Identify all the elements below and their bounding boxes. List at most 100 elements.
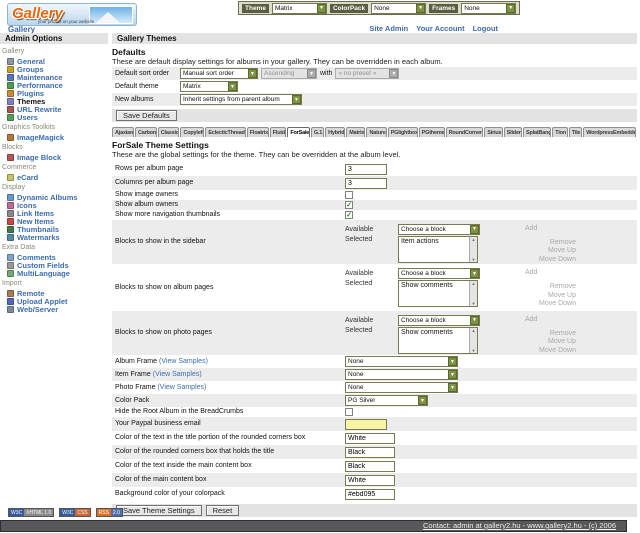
header-link-your-account[interactable]: Your Account — [416, 24, 465, 33]
selected-block-option[interactable]: Show comments — [401, 282, 453, 289]
tab-ajaxian[interactable]: Ajaxian — [112, 127, 134, 137]
move-up-link[interactable]: Move Up — [547, 338, 576, 345]
sidebar-item-remote[interactable]: Remote — [7, 289, 108, 298]
move-up-link[interactable]: Move Up — [547, 247, 576, 254]
colorpack-select[interactable]: None ▼ — [371, 2, 427, 14]
show-more-navigation-thumbnails-checkbox[interactable]: ✓ — [345, 211, 353, 219]
sidebar-item-imagemagick[interactable]: ImageMagick — [7, 133, 108, 142]
add-link[interactable]: Add — [525, 225, 538, 232]
tab-pgtheme[interactable]: PGtheme — [418, 127, 445, 137]
sidebar-item-link-items[interactable]: Link Items — [7, 209, 108, 218]
tab-eclecticthreads[interactable]: EclecticThreads — [205, 127, 246, 137]
tab-splatbang[interactable]: SplatBang — [523, 127, 552, 137]
tab-roundcorners[interactable]: RoundCorners — [445, 127, 484, 137]
move-down-link[interactable]: Move Down — [539, 300, 576, 307]
sidebar-item-web-server[interactable]: Web/Server — [7, 305, 108, 314]
tab-forsale[interactable]: ForSale — [287, 127, 310, 137]
hide-the-root-album-in-the-breadcrumbs-checkbox[interactable] — [345, 408, 353, 416]
tab-hybrid[interactable]: Hybrid — [325, 127, 346, 137]
sidebar-item-groups[interactable]: Groups — [7, 65, 108, 74]
default-theme-select[interactable]: Matrix ▼ — [180, 81, 238, 92]
tab-classic[interactable]: Classic — [157, 127, 180, 137]
photo-frame-select[interactable]: None ▼ — [345, 382, 458, 393]
selected-blocks-list[interactable]: Show comments ▲ ▼ — [398, 326, 478, 354]
sidebar-item-ecard[interactable]: eCard — [7, 173, 108, 182]
header-link-site-admin[interactable]: Site Admin — [369, 24, 409, 33]
add-link[interactable]: Add — [525, 269, 538, 277]
tab-g-1[interactable]: G.1 — [310, 127, 325, 137]
tab-carbon[interactable]: Carbon — [134, 127, 157, 137]
save-defaults-button[interactable]: Save Defaults — [116, 110, 177, 121]
sidebar-item-general[interactable]: General — [7, 57, 108, 66]
move-up-link[interactable]: Move Up — [547, 291, 576, 299]
rss-badge[interactable]: RSS 2.0 — [95, 508, 123, 517]
frames-select[interactable]: None ▼ — [461, 2, 517, 14]
sidebar-item-maintenance[interactable]: Maintenance — [7, 73, 108, 82]
save-theme-settings-button[interactable]: Save Theme Settings — [116, 505, 202, 516]
available-block-select[interactable]: Choose a block ▼ — [398, 223, 480, 235]
remove-link[interactable]: Remove — [549, 329, 576, 337]
sidebar-item-themes[interactable]: Themes — [7, 97, 108, 106]
gallery-logo[interactable]: Gallery your photos on your website — [7, 3, 137, 26]
breadcrumb[interactable]: Gallery — [8, 25, 36, 34]
view-samples-link[interactable]: (View Samples) — [159, 357, 208, 365]
sidebar-item-performance[interactable]: Performance — [7, 81, 108, 90]
item-frame-select[interactable]: None ▼ — [345, 369, 458, 380]
listbox-scrollbar[interactable]: ▲ ▼ — [469, 236, 477, 262]
available-block-select[interactable]: Choose a block ▼ — [398, 314, 480, 326]
color-of-the-main-content-box-input[interactable] — [345, 474, 395, 486]
album-frame-select[interactable]: None ▼ — [345, 356, 458, 367]
sidebar-item-watermarks[interactable]: Watermarks — [7, 233, 108, 242]
your-paypal-business-email-input[interactable] — [345, 418, 387, 430]
move-down-link[interactable]: Move Down — [539, 255, 576, 263]
tab-floatrix[interactable]: Floatrix — [246, 127, 269, 137]
show-album-owners-checkbox[interactable]: ✓ — [345, 201, 353, 209]
tab-copyleft[interactable]: Copyleft — [180, 127, 205, 137]
selected-blocks-list[interactable]: Item actions ▲ ▼ — [398, 235, 478, 263]
tab-siriux[interactable]: Siriux — [484, 127, 503, 137]
sidebar-item-comments[interactable]: Comments — [7, 253, 108, 262]
sidebar-item-image-block[interactable]: Image Block — [7, 153, 108, 162]
tab-pglightbox[interactable]: PGlightbox — [387, 127, 418, 137]
sidebar-item-custom-fields[interactable]: Custom Fields — [7, 261, 108, 270]
header-link-logout[interactable]: Logout — [472, 24, 498, 33]
background-color-of-your-colorpack-input[interactable] — [345, 488, 395, 500]
sidebar-item-plugins[interactable]: Plugins — [7, 89, 108, 98]
tab-matrix[interactable]: Matrix — [346, 127, 366, 137]
reset-button[interactable]: Reset — [205, 505, 240, 516]
new-albums-select[interactable]: Inherit settings from parent album ▼ — [180, 94, 302, 105]
remove-link[interactable]: Remove — [549, 238, 576, 246]
tab-nature[interactable]: Nature — [366, 127, 387, 137]
view-samples-link[interactable]: (View Samples) — [157, 383, 207, 391]
add-link[interactable]: Add — [525, 316, 538, 323]
tab-wordpressembedded[interactable]: WordpressEmbedded — [583, 127, 636, 137]
selected-block-option[interactable]: Show comments — [401, 328, 453, 336]
color-pack-select[interactable]: PG Silver ▼ — [345, 395, 428, 406]
css-badge[interactable]: W3C CSS — [59, 508, 91, 517]
listbox-scrollbar[interactable]: ▲ ▼ — [469, 281, 477, 306]
tab-tile[interactable]: Tile — [568, 127, 583, 137]
columns-per-album-page-input[interactable] — [345, 177, 387, 189]
rows-per-album-page-input[interactable] — [345, 163, 387, 175]
view-samples-link[interactable]: (View Samples) — [152, 370, 202, 378]
footer-contact-link[interactable]: Contact: admin at gallery2.hu - www.gall… — [422, 521, 616, 530]
move-down-link[interactable]: Move Down — [539, 346, 576, 354]
sidebar-item-icons[interactable]: Icons — [7, 201, 108, 210]
selected-blocks-list[interactable]: Show comments ▲ ▼ — [398, 280, 478, 307]
color-of-the-text-inside-the-main-content-box-input[interactable] — [345, 460, 395, 472]
sidebar-item-new-items[interactable]: New Items — [7, 217, 108, 226]
tab-tion[interactable]: Tion — [552, 127, 568, 137]
sidebar-item-dynamic-albums[interactable]: Dynamic Albums — [7, 193, 108, 202]
tab-slider[interactable]: Slider — [503, 127, 523, 137]
listbox-scrollbar[interactable]: ▲ ▼ — [469, 327, 477, 353]
default-sort-order-select[interactable]: Manual sort order ▼ — [180, 68, 258, 79]
color-of-the-text-in-the-title-portion-of-the-rounded-corners-box-input[interactable] — [345, 432, 395, 444]
selected-block-option[interactable]: Item actions — [401, 237, 439, 245]
remove-link[interactable]: Remove — [549, 283, 576, 290]
color-of-the-rounded-corners-box-that-holds-the-title-input[interactable] — [345, 446, 395, 458]
sidebar-item-users[interactable]: Users — [7, 113, 108, 122]
sidebar-item-upload-applet[interactable]: Upload Applet — [7, 297, 108, 306]
tab-fluid[interactable]: Fluid — [269, 127, 287, 137]
available-block-select[interactable]: Choose a block ▼ — [398, 268, 480, 279]
show-image-owners-checkbox[interactable] — [345, 191, 353, 199]
